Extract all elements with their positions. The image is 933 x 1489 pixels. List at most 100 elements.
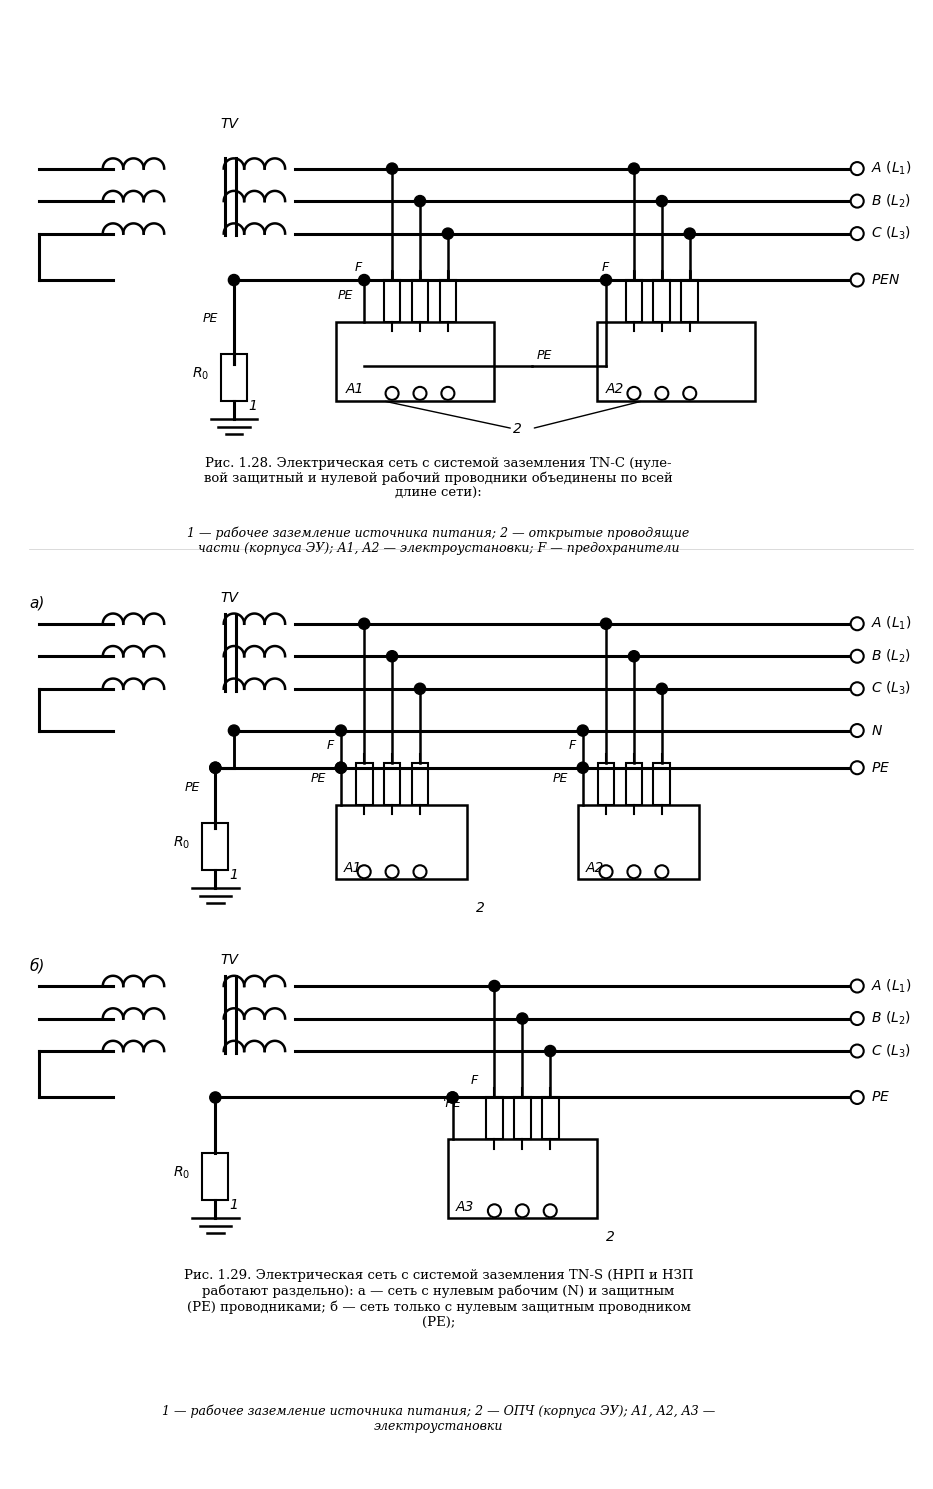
Text: 'PE: 'PE [443,1097,462,1109]
Circle shape [851,1044,864,1057]
Circle shape [441,387,454,401]
Circle shape [210,762,221,773]
Circle shape [851,162,864,176]
Text: $B\ (L_2)$: $B\ (L_2)$ [871,648,912,666]
Circle shape [386,651,397,661]
Bar [448,1139,597,1218]
Circle shape [578,725,589,736]
Circle shape [601,618,612,630]
Text: PE: PE [311,771,327,785]
Circle shape [628,651,639,661]
Circle shape [851,724,864,737]
Circle shape [600,865,613,879]
Text: 1 — рабочее заземление источника питания; 2 — ОПЧ (корпуса ЭУ); A1, A2, A3 —
эле: 1 — рабочее заземление источника питания… [162,1404,716,1432]
Circle shape [357,865,370,879]
Circle shape [210,1091,221,1103]
Text: A1: A1 [343,861,362,874]
Bar [625,280,642,322]
Circle shape [210,762,221,773]
Bar [221,354,247,401]
Text: $C\ (L_3)$: $C\ (L_3)$ [871,680,912,697]
Circle shape [488,1205,501,1218]
Text: а): а) [29,596,45,610]
Circle shape [414,683,425,694]
Text: PE: PE [536,348,551,362]
Text: $PEN$: $PEN$ [871,272,900,287]
Text: $B\ (L_2)$: $B\ (L_2)$ [871,1010,912,1027]
Circle shape [578,762,589,773]
Text: 1: 1 [230,1199,238,1212]
Circle shape [656,195,667,207]
Text: TV: TV [220,118,238,131]
Text: PE: PE [553,771,568,785]
Text: $PE$: $PE$ [871,761,890,774]
Text: A3: A3 [455,1200,474,1214]
Circle shape [335,762,346,773]
Bar [597,322,755,401]
Text: $A\ (L_1)$: $A\ (L_1)$ [871,977,912,995]
Circle shape [851,1091,864,1103]
Circle shape [851,761,864,774]
Text: F: F [327,739,334,752]
Circle shape [851,618,864,630]
Bar [336,806,466,879]
Circle shape [851,195,864,207]
Circle shape [447,1091,458,1103]
Circle shape [229,274,240,286]
Text: PE: PE [338,289,354,302]
Bar [681,280,698,322]
Text: A1: A1 [345,383,364,396]
Text: TV: TV [220,591,238,605]
Text: $R_0$: $R_0$ [192,366,209,383]
Text: $C\ (L_3)$: $C\ (L_3)$ [871,1042,912,1060]
Text: $N$: $N$ [871,724,884,737]
Text: A2: A2 [606,383,624,396]
Text: Рис. 1.29. Электрическая сеть с системой заземления TN-S (НРП и НЗП
работают раз: Рис. 1.29. Электрическая сеть с системой… [184,1269,693,1328]
Circle shape [229,725,240,736]
Text: F: F [569,739,576,752]
Bar [355,762,372,806]
Text: F: F [602,261,608,274]
Bar [411,762,428,806]
Text: F: F [355,261,362,274]
Bar [514,1097,531,1139]
Circle shape [627,387,640,401]
Bar [486,1097,503,1139]
Circle shape [684,228,695,240]
Circle shape [413,387,426,401]
Bar [383,762,400,806]
Text: $C\ (L_3)$: $C\ (L_3)$ [871,225,912,243]
Text: $R_0$: $R_0$ [174,835,190,852]
Circle shape [358,618,369,630]
Text: $B\ (L_2)$: $B\ (L_2)$ [871,192,912,210]
Circle shape [413,865,426,879]
Text: PE: PE [203,311,218,325]
Bar [439,280,456,322]
Bar [202,1152,229,1200]
Text: TV: TV [220,953,238,968]
Text: A2: A2 [586,861,604,874]
Bar [383,280,400,322]
Circle shape [655,387,668,401]
Text: 2: 2 [476,901,484,914]
Text: F: F [471,1074,479,1087]
Bar [598,762,615,806]
Bar [411,280,428,322]
Text: Рис. 1.28. Электрическая сеть с системой заземления TN-C (нуле-
вой защитный и н: Рис. 1.28. Электрическая сеть с системой… [204,457,673,500]
Circle shape [656,683,667,694]
Text: 1: 1 [248,399,257,412]
Circle shape [545,1045,556,1057]
Circle shape [851,1013,864,1024]
Circle shape [447,1091,458,1103]
Text: $PE$: $PE$ [871,1090,890,1105]
Text: PE: PE [185,780,200,794]
Circle shape [335,762,346,773]
Circle shape [851,274,864,286]
Bar [653,762,670,806]
Circle shape [851,228,864,240]
Text: 1 — рабочее заземление источника питания; 2 — открытые проводящие
части (корпуса: 1 — рабочее заземление источника питания… [188,526,689,555]
Circle shape [544,1205,557,1218]
Circle shape [628,162,639,174]
Circle shape [489,980,500,992]
Text: б): б) [29,957,45,974]
